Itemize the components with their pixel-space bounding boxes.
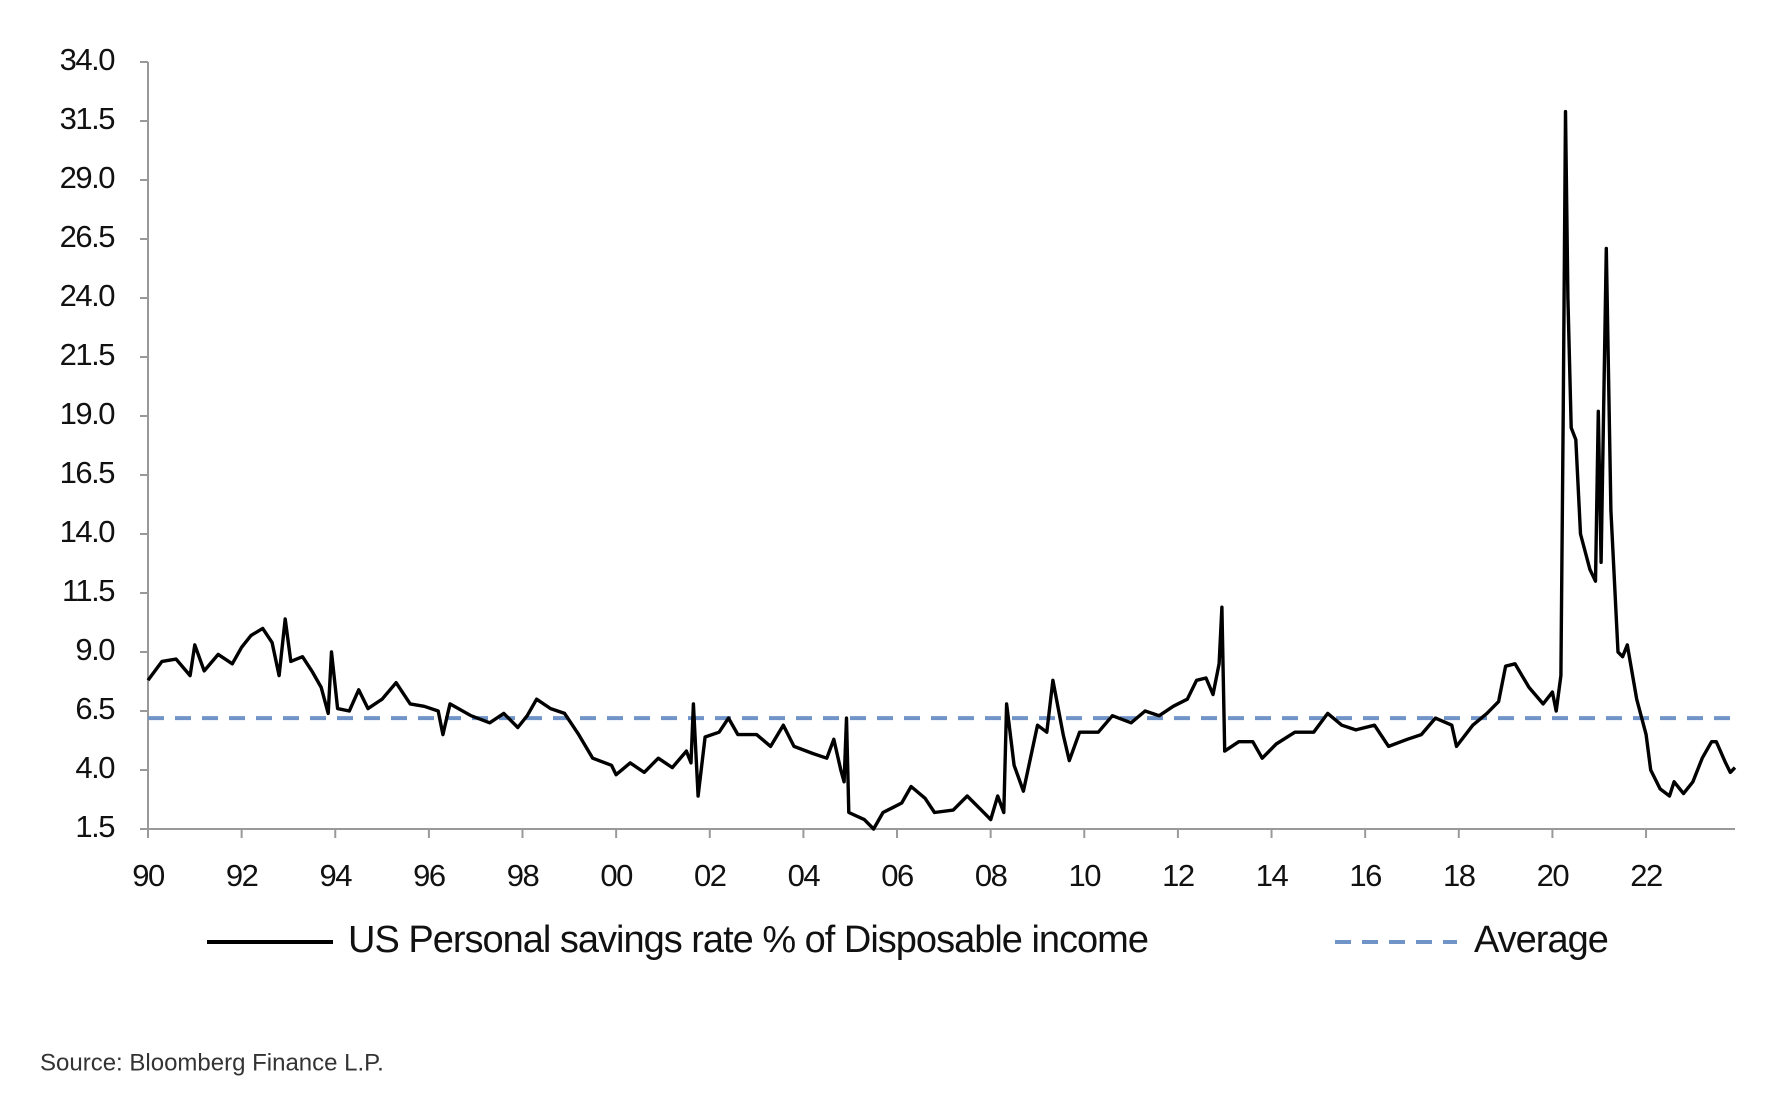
legend-label: Average bbox=[1474, 919, 1608, 961]
x-tick-label: 02 bbox=[694, 858, 726, 893]
x-tick-label: 06 bbox=[881, 858, 913, 893]
x-tick-label: 20 bbox=[1537, 858, 1570, 893]
y-tick-label: 1.5 bbox=[75, 809, 114, 844]
x-tick-label: 22 bbox=[1630, 858, 1662, 893]
x-tick-label: 18 bbox=[1443, 858, 1475, 893]
y-tick-label: 9.0 bbox=[75, 632, 115, 667]
y-tick-label: 4.0 bbox=[75, 750, 115, 785]
y-tick-label: 34.0 bbox=[60, 42, 116, 77]
y-tick-label: 31.5 bbox=[60, 101, 115, 136]
x-tick-label: 00 bbox=[600, 858, 633, 893]
x-tick-label: 10 bbox=[1069, 858, 1102, 893]
y-tick-label: 16.5 bbox=[60, 455, 115, 490]
x-tick-label: 90 bbox=[132, 858, 165, 893]
y-tick-label: 19.0 bbox=[60, 396, 116, 431]
series-line bbox=[146, 109, 1737, 831]
x-tick-label: 14 bbox=[1256, 858, 1289, 893]
y-tick-label: 6.5 bbox=[75, 691, 114, 726]
y-tick-label: 24.0 bbox=[60, 278, 116, 313]
x-tick-label: 98 bbox=[507, 858, 539, 893]
x-tick-label: 12 bbox=[1162, 858, 1194, 893]
legend-label: US Personal savings rate % of Disposable… bbox=[348, 919, 1148, 961]
y-tick-label: 11.5 bbox=[62, 573, 114, 608]
y-tick-label: 14.0 bbox=[60, 514, 116, 549]
x-tick-label: 96 bbox=[413, 858, 445, 893]
x-tick-label: 04 bbox=[788, 858, 821, 893]
x-tick-label: 92 bbox=[226, 858, 258, 893]
y-tick-label: 29.0 bbox=[60, 160, 116, 195]
x-tick-label: 94 bbox=[320, 858, 353, 893]
y-tick-label: 21.5 bbox=[60, 337, 115, 372]
x-tick-label: 16 bbox=[1349, 858, 1381, 893]
y-tick-label: 26.5 bbox=[60, 219, 115, 254]
x-tick-label: 08 bbox=[975, 858, 1007, 893]
source: Source: Bloomberg Finance L.P. bbox=[40, 1049, 384, 1076]
